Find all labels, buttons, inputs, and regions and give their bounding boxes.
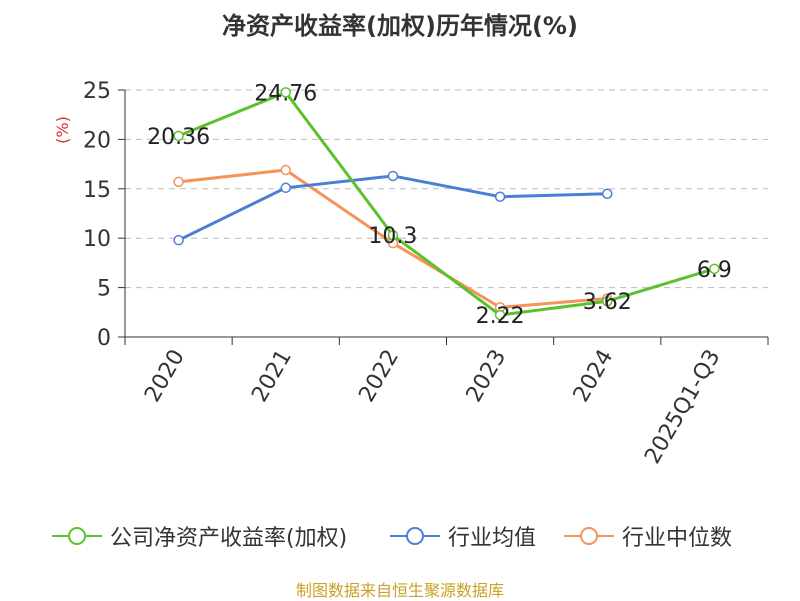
legend: 公司净资产收益率(加权) 行业均值 行业中位数	[0, 518, 800, 558]
legend-roe-label: 公司净资产收益率(加权)	[110, 526, 348, 551]
data-labels: 20.36 24.76 10.3 2.22 3.62 6.9	[147, 81, 732, 329]
chart-title: 净资产收益率(加权)历年情况(%)	[222, 12, 578, 40]
data-label: 6.9	[697, 258, 732, 283]
data-source-note: 制图数据来自恒生聚源数据库	[295, 581, 504, 600]
data-label: 24.76	[254, 81, 317, 106]
data-label: 20.36	[147, 125, 210, 150]
data-label: 10.3	[368, 224, 417, 249]
data-point	[173, 176, 184, 188]
legend-industry-median-marker	[564, 527, 614, 545]
y-tick-label: 10	[83, 227, 111, 252]
series-lines	[173, 87, 720, 321]
x-tick-label: 2023	[462, 346, 512, 407]
y-tick-label: 25	[83, 79, 111, 104]
x-tick-label: 2022	[354, 346, 404, 407]
data-label: 3.62	[583, 290, 632, 315]
legend-item-industry-median[interactable]: 行业中位数	[564, 518, 732, 554]
x-tick-label: 2024	[569, 346, 619, 407]
data-label: 2.22	[476, 304, 525, 329]
data-point	[387, 229, 399, 241]
y-tick-label: 15	[83, 178, 111, 203]
x-tick-label: 2025Q1-Q3	[640, 346, 725, 469]
data-point	[280, 87, 291, 98]
line-chart: 0 5 10 15 20 25 (%) 2020 2021 2022 2023 2024 2025Q1-…	[53, 79, 769, 469]
y-tick-label: 5	[97, 277, 111, 302]
y-axis-title: (%)	[53, 116, 72, 144]
legend-item-roe[interactable]: 公司净资产收益率(加权)	[52, 518, 347, 554]
legend-industry-avg-marker	[390, 527, 440, 545]
y-tick-label: 20	[83, 128, 111, 153]
data-point	[173, 234, 184, 246]
data-point	[387, 170, 399, 182]
legend-roe-marker	[52, 527, 102, 545]
data-point	[494, 191, 506, 202]
x-tick-label: 2020	[140, 346, 190, 407]
data-point	[494, 309, 506, 321]
x-tick-label: 2021	[247, 346, 297, 407]
legend-item-industry-avg[interactable]: 行业均值	[390, 518, 536, 554]
series-line-0	[178, 90, 715, 317]
legend-industry-median-label: 行业中位数	[622, 526, 733, 551]
data-point	[280, 182, 291, 194]
data-point	[709, 263, 720, 275]
gridlines	[125, 89, 768, 289]
data-point	[602, 188, 613, 199]
legend-industry-avg-label: 行业均值	[448, 526, 537, 551]
data-point	[173, 130, 184, 142]
y-tick-label: 0	[97, 326, 111, 351]
data-point	[602, 295, 613, 307]
data-point	[280, 164, 291, 176]
